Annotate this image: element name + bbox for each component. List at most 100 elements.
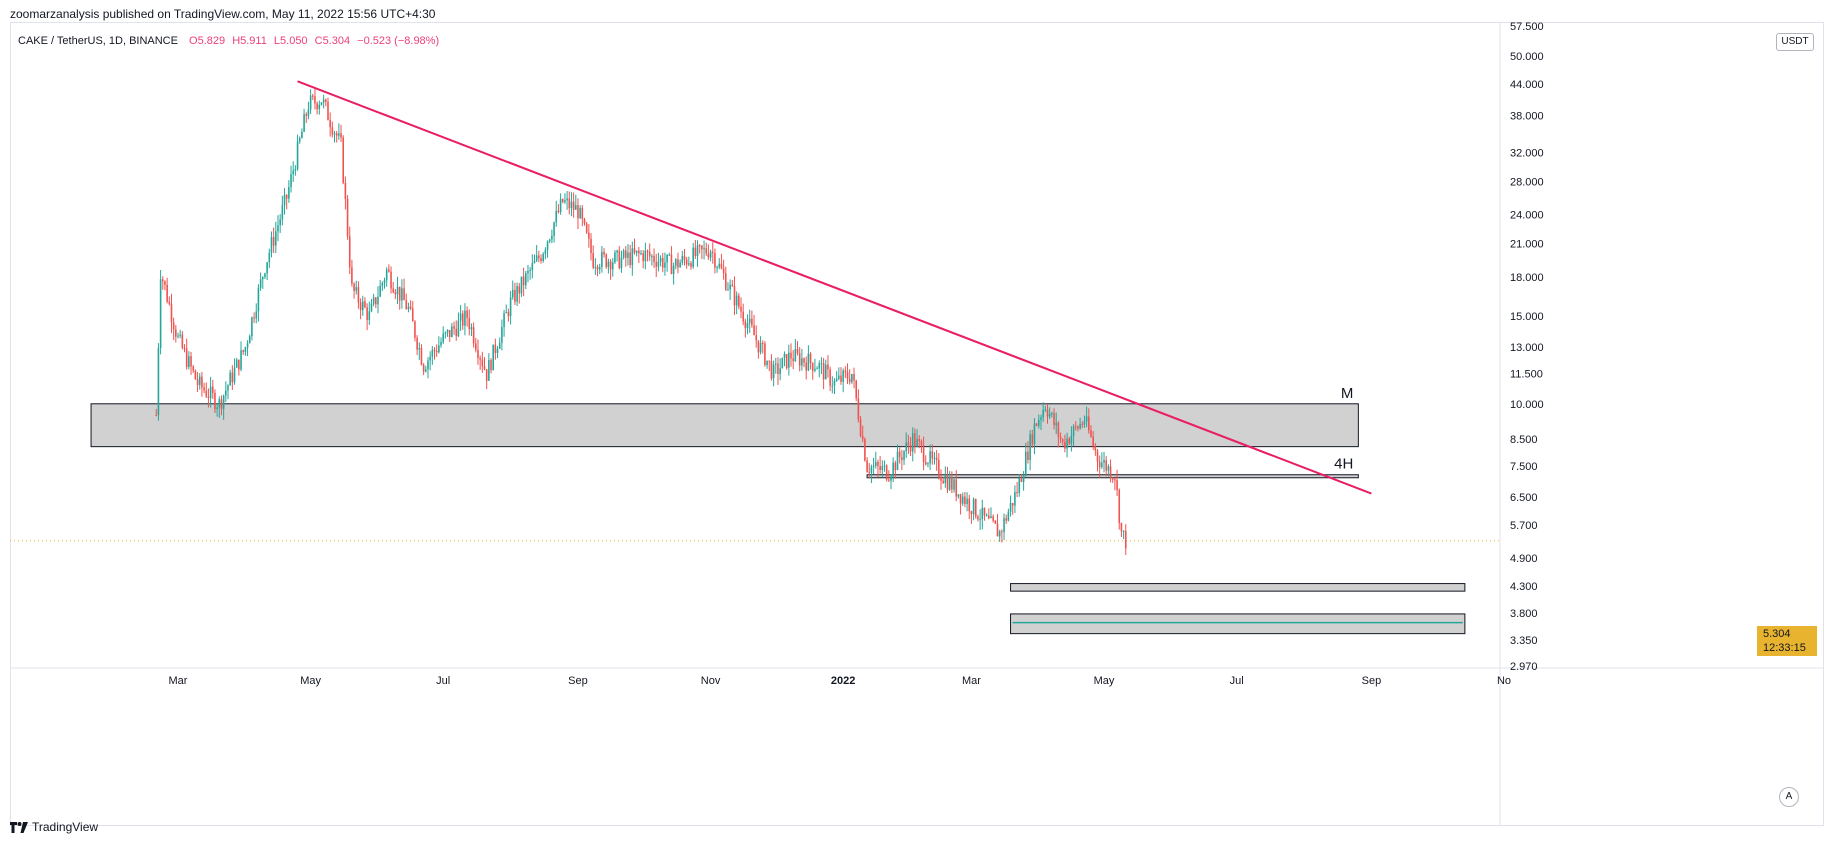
candle-body xyxy=(966,498,968,505)
candle-body xyxy=(290,173,292,188)
candle-body xyxy=(164,281,166,285)
candle-body xyxy=(851,373,853,383)
candle-body xyxy=(946,475,949,490)
candle-body xyxy=(648,251,651,257)
candle-body xyxy=(368,311,371,320)
candle-body xyxy=(688,263,690,265)
candle-body xyxy=(885,465,888,480)
candle-body xyxy=(707,253,710,258)
candle-body xyxy=(1098,461,1101,468)
candle-body xyxy=(1029,434,1031,460)
candle-body xyxy=(653,255,655,263)
candle-body xyxy=(442,333,444,342)
candle-body xyxy=(761,342,764,344)
candle-body xyxy=(877,461,879,466)
auto-scale-button[interactable]: A xyxy=(1779,787,1799,807)
candle-body xyxy=(496,348,499,354)
currency-badge[interactable]: USDT xyxy=(1776,33,1814,51)
candle-body xyxy=(631,248,634,266)
candle-body xyxy=(742,311,744,322)
candle-body xyxy=(198,376,201,385)
candle-body xyxy=(359,302,362,311)
y-tick-label: 57.500 xyxy=(1510,21,1544,33)
candle-body xyxy=(977,516,979,520)
candle-body xyxy=(872,465,875,467)
candle-body xyxy=(1092,436,1094,446)
candle-body xyxy=(353,283,355,291)
candle-body xyxy=(1105,460,1107,471)
bar-countdown: 12:33:15 xyxy=(1763,642,1806,654)
candle-body xyxy=(316,103,318,110)
x-tick-label: Mar xyxy=(962,675,981,687)
candle-body xyxy=(822,363,825,380)
candle-body xyxy=(988,515,990,519)
candle-body xyxy=(572,201,575,210)
candle-body xyxy=(794,349,797,362)
candle-body xyxy=(188,356,190,367)
footer-brand[interactable]: TradingView xyxy=(10,820,98,834)
candle-body xyxy=(768,360,771,362)
candle-body xyxy=(340,133,342,138)
candle-body xyxy=(1109,466,1112,479)
zone-label: M xyxy=(1341,385,1354,402)
candle-body xyxy=(733,286,736,306)
candle-body xyxy=(183,347,186,349)
candle-body xyxy=(861,435,864,440)
candle-body xyxy=(485,369,488,381)
candle-body xyxy=(1024,451,1027,476)
candle-body xyxy=(1116,480,1118,491)
candle-body xyxy=(559,199,562,213)
candle-body xyxy=(483,365,486,370)
candle-body xyxy=(720,263,723,269)
x-tick-label: Sep xyxy=(568,675,588,687)
candle-body xyxy=(594,266,597,268)
candle-body xyxy=(809,353,812,363)
candle-body xyxy=(1088,416,1090,431)
low-value: L5.050 xyxy=(273,35,308,47)
candle-body xyxy=(203,387,205,391)
candle-body xyxy=(535,255,538,261)
candle-body xyxy=(1048,413,1051,417)
candle-body xyxy=(666,254,668,263)
candle-body xyxy=(277,225,279,232)
candle-body xyxy=(157,347,160,416)
candle-body xyxy=(957,494,960,497)
candle-body xyxy=(405,300,408,310)
chart-frame[interactable] xyxy=(10,22,1824,826)
candle-body xyxy=(970,511,973,515)
candle-body xyxy=(866,460,868,473)
candle-body xyxy=(929,451,931,464)
candle-body xyxy=(905,442,908,452)
symbol-ohlc-line: CAKE / TetherUS, 1D, BINANCE O5.829 H5.9… xyxy=(18,35,439,47)
candle-body xyxy=(1009,503,1012,512)
candle-body xyxy=(375,297,377,305)
candle-body xyxy=(879,465,881,471)
candle-body xyxy=(1020,478,1023,482)
candle-body xyxy=(490,360,492,371)
y-tick-label: 44.000 xyxy=(1510,79,1544,91)
candle-body xyxy=(351,267,353,284)
candle-body xyxy=(1083,421,1086,425)
candle-body xyxy=(748,318,751,324)
candle-body xyxy=(309,95,312,110)
candle-body xyxy=(325,99,327,102)
candle-body xyxy=(522,276,525,286)
candle-body xyxy=(429,356,431,361)
candle-body xyxy=(414,321,416,338)
candle-body xyxy=(401,288,403,301)
candle-body xyxy=(627,252,629,258)
candle-body xyxy=(348,236,351,268)
symbol-name[interactable]: CAKE / TetherUS, 1D, BINANCE xyxy=(18,35,178,47)
candle-body xyxy=(201,376,203,388)
candle-body xyxy=(357,287,360,303)
candle-body xyxy=(614,252,616,263)
candle-body xyxy=(635,250,638,253)
y-tick-label: 7.500 xyxy=(1510,461,1538,473)
candle-body xyxy=(714,252,716,268)
descending-trendline xyxy=(297,80,1372,495)
candle-body xyxy=(674,259,677,266)
candle-body xyxy=(1051,413,1053,415)
candle-body xyxy=(527,270,529,274)
candle-body xyxy=(548,239,551,242)
